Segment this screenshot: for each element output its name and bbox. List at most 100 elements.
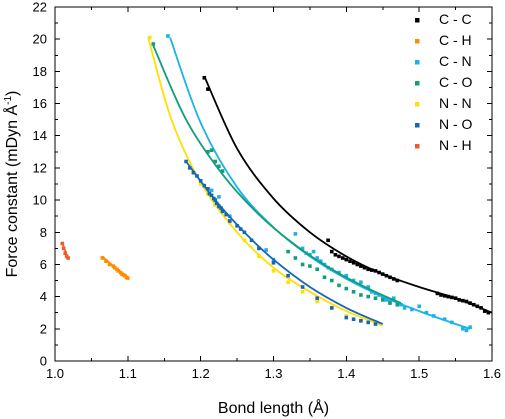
data-point [315,299,319,304]
data-point [373,291,378,296]
series-c-c [202,75,493,315]
y-axis-title: Force constant (mDyn Å-1) [2,91,21,278]
y-tick-label: 22 [33,0,47,15]
data-point [442,317,447,321]
data-point [242,230,247,235]
data-point [214,201,219,206]
data-point [348,259,352,263]
x-tick-label: 1.3 [264,366,282,381]
legend-label: N - N [439,95,472,111]
data-point [213,159,217,164]
data-point [293,232,298,236]
x-tick-label: 1.0 [46,366,64,381]
y-tick-label: 4 [40,289,47,304]
y-axis-title-main: Force constant (mDyn Å [2,105,21,278]
data-point [435,291,440,296]
data-point [486,310,491,315]
data-point [300,262,305,267]
data-point [380,294,385,299]
data-point [366,267,370,272]
x-axis-title: Bond length (Å) [218,398,329,417]
data-point [472,302,476,307]
data-point [362,265,367,270]
plot-frame [54,6,493,362]
data-point [410,307,414,312]
legend-label: C - C [439,11,472,27]
data-point [377,270,381,275]
data-point [187,166,192,170]
data-point [439,293,443,297]
data-point [315,296,319,300]
data-point [184,159,188,164]
data-point [242,238,247,243]
data-point [453,296,458,300]
legend-marker [415,123,420,128]
legend-marker [415,81,420,86]
data-point [351,261,356,265]
data-point [112,265,117,270]
data-point [370,290,374,294]
data-point [482,309,487,313]
data-point [373,322,378,326]
data-point [206,150,210,154]
series-n-h [60,241,70,260]
data-point [464,299,469,304]
data-point [198,182,203,186]
y-tick-label: 8 [40,225,47,240]
data-point [166,34,170,38]
data-point [370,268,374,272]
data-point [424,310,429,315]
data-point [300,246,305,251]
plot-area [60,34,493,333]
data-point [468,301,472,305]
legend-marker [415,144,420,149]
y-tick-label: 12 [33,160,47,175]
data-point [107,262,112,267]
data-point [271,261,276,265]
x-tick-label: 1.1 [119,366,137,381]
data-point [464,328,469,333]
y-tick-label: 10 [33,193,47,208]
data-point [257,254,261,259]
data-point [337,254,341,259]
y-tick-label: 0 [40,354,47,369]
legend-label: C - O [439,74,473,90]
data-point [217,195,221,199]
data-point [151,42,156,46]
data-point [359,319,363,323]
data-point [209,193,214,198]
data-point [431,314,436,318]
data-point [264,248,268,252]
data-point [340,256,345,260]
y-tick-label: 14 [33,128,47,143]
x-tick-label: 1.5 [410,366,428,381]
data-point [147,35,152,40]
data-point [461,327,465,331]
x-tick-label: 1.2 [192,366,210,381]
data-point [399,302,403,307]
data-point [100,256,105,260]
legend-marker [415,18,420,23]
data-point [198,179,203,183]
data-point [286,280,290,284]
data-point [311,249,316,254]
data-point [224,212,228,217]
data-point [344,286,349,291]
x-tick-label: 1.4 [337,366,355,381]
data-point [388,301,392,305]
data-point [315,256,319,260]
data-point [380,298,385,302]
data-point [249,238,254,243]
legend-marker [415,60,420,65]
data-point [373,269,378,273]
data-point [457,298,461,302]
data-point [300,285,305,289]
data-point [402,306,407,310]
data-point [116,269,121,273]
data-point [202,183,207,188]
data-point [286,249,290,254]
y-tick-label: 16 [33,96,47,111]
data-point [468,325,472,329]
data-point [373,296,378,300]
